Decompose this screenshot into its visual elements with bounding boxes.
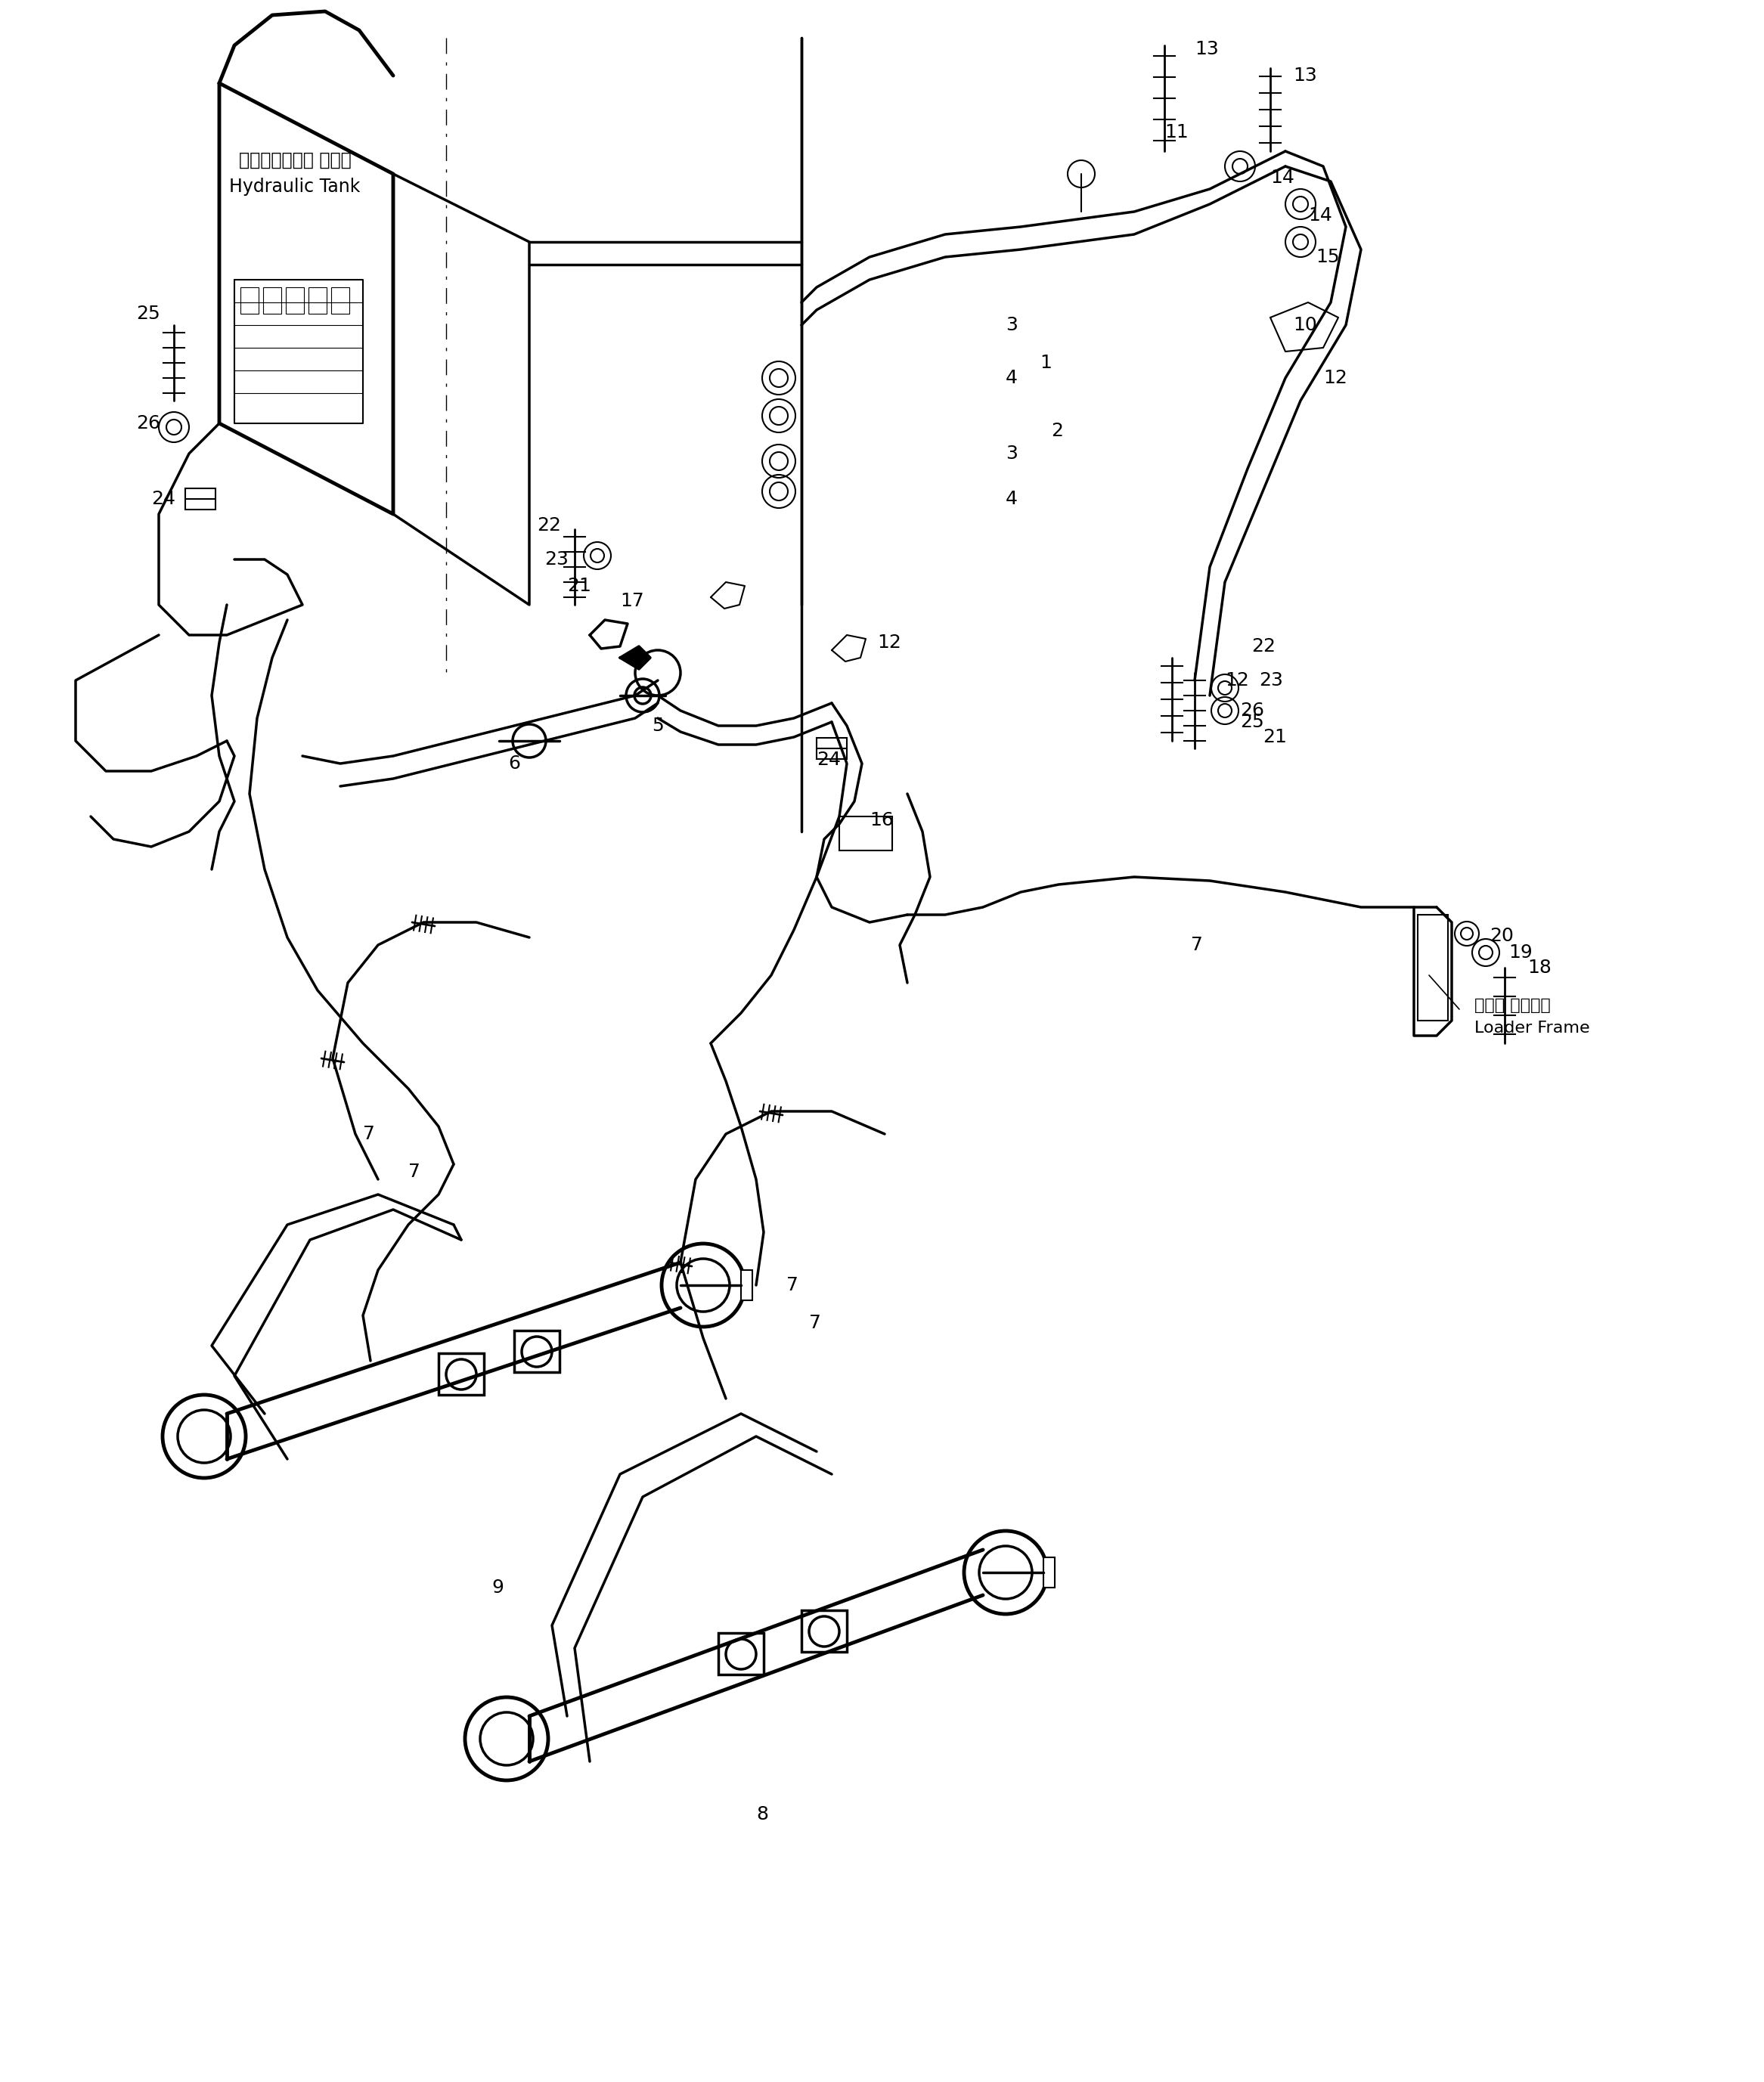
Text: 14: 14 <box>1309 206 1332 225</box>
Bar <box>332 287 349 314</box>
Text: 7: 7 <box>363 1124 376 1143</box>
Bar <box>240 287 259 314</box>
Circle shape <box>513 725 545 758</box>
Text: 25: 25 <box>1240 712 1265 731</box>
Text: 3: 3 <box>1005 446 1018 462</box>
Text: 16: 16 <box>870 812 894 829</box>
Text: 18: 18 <box>1528 958 1552 976</box>
Text: 26: 26 <box>1240 702 1265 720</box>
Text: 11: 11 <box>1164 123 1189 142</box>
Text: 12: 12 <box>1323 369 1348 387</box>
Text: 24: 24 <box>817 752 841 768</box>
Circle shape <box>810 1616 840 1647</box>
Bar <box>1418 914 1448 1020</box>
Bar <box>185 489 215 510</box>
Text: 3: 3 <box>1005 316 1018 333</box>
Text: 21: 21 <box>566 577 591 595</box>
Text: 9: 9 <box>492 1578 503 1597</box>
Text: 14: 14 <box>1270 169 1295 187</box>
Text: 5: 5 <box>653 716 663 735</box>
Text: 20: 20 <box>1489 926 1514 945</box>
Text: Loader Frame: Loader Frame <box>1475 1020 1589 1035</box>
Text: 10: 10 <box>1293 316 1318 333</box>
Text: 2: 2 <box>1051 423 1064 439</box>
Bar <box>718 1632 764 1674</box>
Circle shape <box>480 1711 533 1766</box>
Bar <box>840 816 893 849</box>
Bar <box>817 737 847 760</box>
Text: 1: 1 <box>1039 354 1051 373</box>
Circle shape <box>662 1243 744 1326</box>
Text: 26: 26 <box>136 414 161 433</box>
Circle shape <box>725 1639 757 1670</box>
Text: 17: 17 <box>619 591 644 610</box>
Text: 12: 12 <box>1224 670 1249 689</box>
Bar <box>1044 1557 1055 1589</box>
Text: 7: 7 <box>407 1162 420 1180</box>
Text: 22: 22 <box>536 516 561 535</box>
Text: 13: 13 <box>1293 67 1318 85</box>
Text: 25: 25 <box>136 304 161 323</box>
Bar <box>439 1353 483 1395</box>
Text: 12: 12 <box>877 633 901 652</box>
Text: 7: 7 <box>1191 937 1203 954</box>
Text: 15: 15 <box>1316 248 1339 266</box>
Bar <box>286 287 303 314</box>
Circle shape <box>677 1260 730 1312</box>
Text: Hydraulic Tank: Hydraulic Tank <box>229 177 360 196</box>
Bar <box>263 287 280 314</box>
Circle shape <box>965 1530 1048 1614</box>
Text: 22: 22 <box>1251 637 1275 656</box>
Text: 7: 7 <box>787 1276 799 1295</box>
Text: 6: 6 <box>508 754 520 772</box>
Text: 8: 8 <box>757 1805 767 1824</box>
Text: 24: 24 <box>152 489 175 508</box>
Circle shape <box>178 1410 231 1464</box>
Circle shape <box>522 1337 552 1366</box>
Text: 4: 4 <box>1005 369 1018 387</box>
Circle shape <box>979 1547 1032 1599</box>
Bar <box>741 1270 751 1301</box>
Bar <box>513 1330 559 1372</box>
Text: 4: 4 <box>1005 489 1018 508</box>
Text: ハイドロリック タンク: ハイドロリック タンク <box>238 152 351 169</box>
Text: 21: 21 <box>1263 729 1286 745</box>
Text: 23: 23 <box>1259 670 1282 689</box>
Text: 13: 13 <box>1194 40 1219 58</box>
Text: 7: 7 <box>810 1314 820 1332</box>
Circle shape <box>162 1395 245 1478</box>
Text: 19: 19 <box>1508 943 1533 962</box>
Polygon shape <box>619 645 651 668</box>
Circle shape <box>446 1360 476 1389</box>
Text: 23: 23 <box>545 550 568 568</box>
Bar <box>801 1609 847 1651</box>
Bar <box>309 287 326 314</box>
Circle shape <box>466 1697 549 1780</box>
Text: ローダ フレーム: ローダ フレーム <box>1475 997 1551 1014</box>
